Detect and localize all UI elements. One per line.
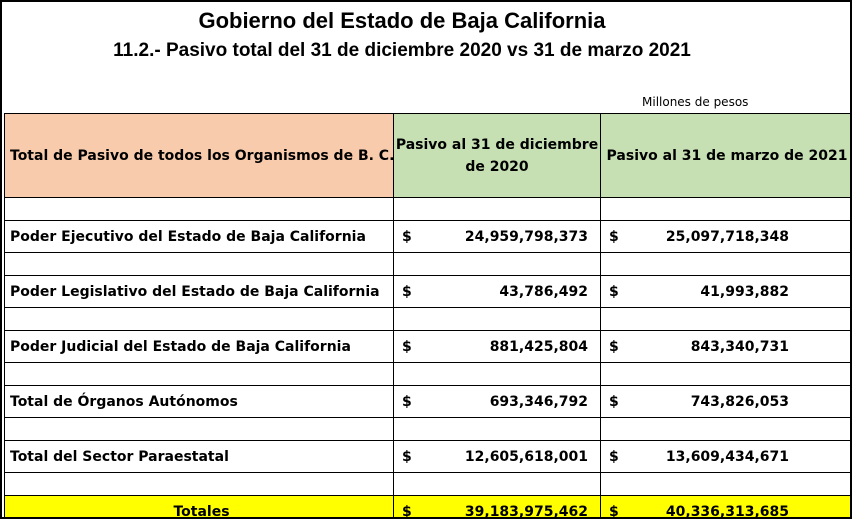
spacer-row xyxy=(4,252,850,276)
value-dec-2020: 12,605,618,001 xyxy=(464,448,588,465)
value-dec-2020: 43,786,492 xyxy=(499,283,588,300)
currency-symbol: $ xyxy=(402,448,412,465)
liabilities-table: Total de Pasivo de todos los Organismos … xyxy=(4,113,850,519)
units-note: Millones de pesos xyxy=(642,95,749,109)
report-title: Gobierno del Estado de Baja California xyxy=(198,8,606,33)
currency-symbol: $ xyxy=(402,283,412,300)
spacer-row xyxy=(4,472,850,496)
total-mar-2021: 40,336,313,685 xyxy=(665,503,789,519)
totals-row: Totales $39,183,975,462 $40,336,313,685 xyxy=(4,495,850,519)
table-row: Poder Ejecutivo del Estado de Baja Calif… xyxy=(4,220,850,253)
table-header-row: Total de Pasivo de todos los Organismos … xyxy=(4,113,850,198)
row-label: Total de Órganos Autónomos xyxy=(4,385,394,418)
row-label: Poder Legislativo del Estado de Baja Cal… xyxy=(4,275,394,308)
currency-symbol: $ xyxy=(402,228,412,245)
row-label: Poder Ejecutivo del Estado de Baja Calif… xyxy=(4,220,394,253)
value-mar-2021: 13,609,434,671 xyxy=(665,448,789,465)
row-label: Total del Sector Paraestatal xyxy=(4,440,394,473)
table-row: Poder Legislativo del Estado de Baja Cal… xyxy=(4,275,850,308)
header-dec-2020: Pasivo al 31 de diciembre de 2020 xyxy=(393,113,601,198)
currency-symbol: $ xyxy=(609,228,619,245)
header-mar-2021: Pasivo al 31 de marzo de 2021 xyxy=(600,113,850,198)
value-dec-2020: 881,425,804 xyxy=(489,338,588,355)
spacer-row xyxy=(4,362,850,386)
currency-symbol: $ xyxy=(609,393,619,410)
total-dec-2020: 39,183,975,462 xyxy=(464,503,588,519)
value-mar-2021: 25,097,718,348 xyxy=(665,228,789,245)
currency-symbol: $ xyxy=(402,393,412,410)
spacer-row xyxy=(4,197,850,221)
spacer-row xyxy=(4,307,850,331)
currency-symbol: $ xyxy=(609,503,619,519)
currency-symbol: $ xyxy=(609,448,619,465)
value-mar-2021: 743,826,053 xyxy=(690,393,789,410)
value-dec-2020: 24,959,798,373 xyxy=(464,228,588,245)
value-dec-2020: 693,346,792 xyxy=(489,393,588,410)
value-mar-2021: 843,340,731 xyxy=(690,338,789,355)
currency-symbol: $ xyxy=(402,338,412,355)
totals-label: Totales xyxy=(4,495,394,517)
table-row: Poder Judicial del Estado de Baja Califo… xyxy=(4,330,850,363)
value-mar-2021: 41,993,882 xyxy=(700,283,789,300)
table-row: Total del Sector Paraestatal $12,605,618… xyxy=(4,440,850,473)
currency-symbol: $ xyxy=(402,503,412,519)
currency-symbol: $ xyxy=(609,338,619,355)
row-label: Poder Judicial del Estado de Baja Califo… xyxy=(4,330,394,363)
header-organisms: Total de Pasivo de todos los Organismos … xyxy=(4,113,394,198)
spacer-row xyxy=(4,417,850,441)
table-row: Total de Órganos Autónomos $693,346,792 … xyxy=(4,385,850,418)
currency-symbol: $ xyxy=(609,283,619,300)
report-subtitle: 11.2.- Pasivo total del 31 de diciembre … xyxy=(113,40,691,61)
